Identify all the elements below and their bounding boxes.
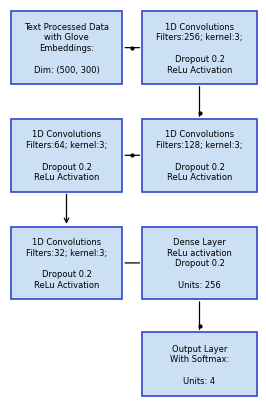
- Text: Text Processed Data
with Glove
Embeddings:

Dim: (500, 300): Text Processed Data with Glove Embedding…: [24, 23, 109, 74]
- Text: Dense Layer
ReLu activation
Dropout 0.2

Units: 256: Dense Layer ReLu activation Dropout 0.2 …: [167, 237, 232, 289]
- Text: 1D Convolutions
Filters:256; kernel:3;

Dropout 0.2
ReLu Activation: 1D Convolutions Filters:256; kernel:3; D…: [156, 23, 243, 74]
- Text: 1D Convolutions
Filters:128; kernel:3;

Dropout 0.2
ReLu Activation: 1D Convolutions Filters:128; kernel:3; D…: [156, 130, 243, 182]
- FancyBboxPatch shape: [142, 332, 257, 396]
- Text: Output Layer
With Softmax:

Units: 4: Output Layer With Softmax: Units: 4: [170, 344, 229, 385]
- FancyBboxPatch shape: [142, 120, 257, 192]
- FancyBboxPatch shape: [11, 120, 122, 192]
- Text: 1D Convolutions
Filters:32; kernel:3;

Dropout 0.2
ReLu Activation: 1D Convolutions Filters:32; kernel:3; Dr…: [26, 237, 107, 289]
- FancyBboxPatch shape: [142, 227, 257, 299]
- FancyBboxPatch shape: [142, 12, 257, 85]
- FancyBboxPatch shape: [11, 227, 122, 299]
- FancyBboxPatch shape: [11, 12, 122, 85]
- Text: 1D Convolutions
Filters:64; kernel:3;

Dropout 0.2
ReLu Activation: 1D Convolutions Filters:64; kernel:3; Dr…: [26, 130, 107, 182]
